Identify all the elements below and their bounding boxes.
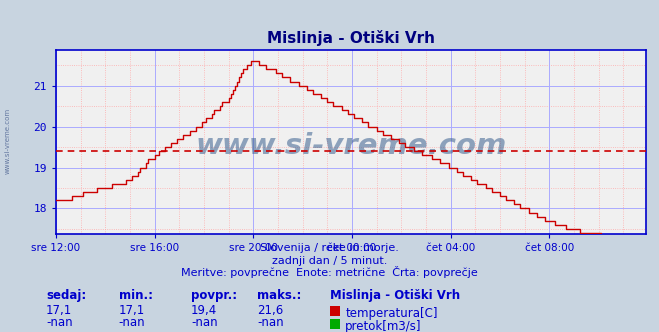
Text: www.si-vreme.com: www.si-vreme.com xyxy=(5,108,11,174)
Text: 17,1: 17,1 xyxy=(46,304,72,317)
Text: -nan: -nan xyxy=(257,316,283,329)
Text: povpr.:: povpr.: xyxy=(191,290,237,302)
Text: sedaj:: sedaj: xyxy=(46,290,86,302)
Text: maks.:: maks.: xyxy=(257,290,301,302)
Text: min.:: min.: xyxy=(119,290,153,302)
Text: pretok[m3/s]: pretok[m3/s] xyxy=(345,319,422,332)
Text: -nan: -nan xyxy=(191,316,217,329)
Title: Mislinja - Otiški Vrh: Mislinja - Otiški Vrh xyxy=(267,30,435,46)
Text: 17,1: 17,1 xyxy=(119,304,145,317)
Text: 19,4: 19,4 xyxy=(191,304,217,317)
Text: temperatura[C]: temperatura[C] xyxy=(345,307,438,320)
Text: -nan: -nan xyxy=(119,316,145,329)
Text: zadnji dan / 5 minut.: zadnji dan / 5 minut. xyxy=(272,256,387,266)
Text: www.si-vreme.com: www.si-vreme.com xyxy=(195,131,507,160)
Text: -nan: -nan xyxy=(46,316,72,329)
Text: Slovenija / reke in morje.: Slovenija / reke in morje. xyxy=(260,243,399,253)
Text: 21,6: 21,6 xyxy=(257,304,283,317)
Text: Meritve: povprečne  Enote: metrične  Črta: povprečje: Meritve: povprečne Enote: metrične Črta:… xyxy=(181,266,478,278)
Text: Mislinja - Otiški Vrh: Mislinja - Otiški Vrh xyxy=(330,290,459,302)
